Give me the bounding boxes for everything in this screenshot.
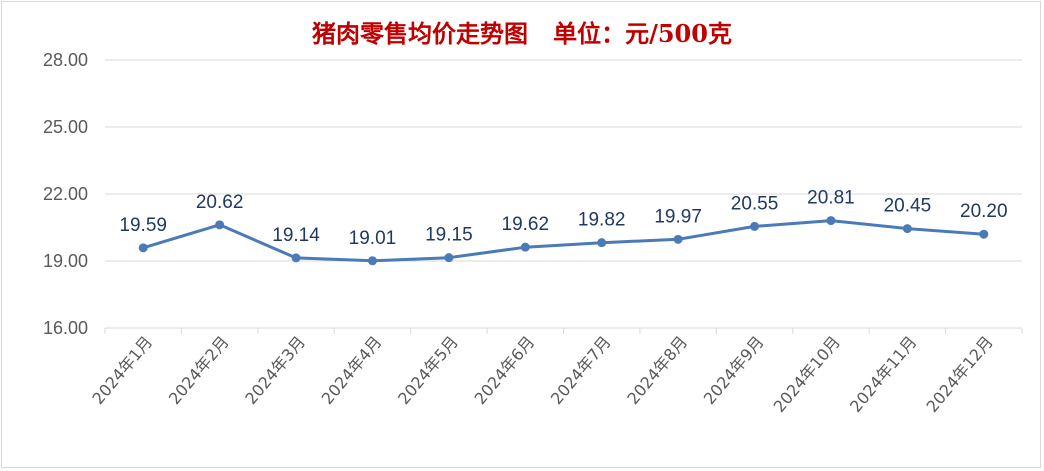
data-label: 19.01 xyxy=(349,228,397,249)
x-tick-label: 2024年7月 xyxy=(547,332,615,408)
data-point xyxy=(291,253,301,263)
data-point xyxy=(367,256,377,266)
data-label: 20.62 xyxy=(196,192,244,213)
data-label: 19.82 xyxy=(578,210,626,231)
data-point xyxy=(138,243,148,253)
series-line xyxy=(142,219,984,263)
x-tick-label: 2024年1月 xyxy=(88,332,156,408)
data-point xyxy=(597,238,607,248)
x-tick-label: 2024年6月 xyxy=(471,332,539,408)
data-label: 20.55 xyxy=(731,193,779,214)
data-label: 19.62 xyxy=(502,214,550,235)
x-tick-label: 2024年8月 xyxy=(623,332,691,408)
data-point xyxy=(826,216,836,226)
data-point xyxy=(520,242,530,252)
data-label: 19.97 xyxy=(654,206,702,227)
data-label: 20.20 xyxy=(960,201,1008,222)
y-tick-label: 19.00 xyxy=(43,251,88,271)
data-point xyxy=(750,221,760,231)
x-tick-label: 2024年2月 xyxy=(165,332,233,408)
x-tick-label: 2024年3月 xyxy=(241,332,309,408)
data-point xyxy=(673,234,683,244)
x-tick-label: 2024年5月 xyxy=(394,332,462,408)
data-point xyxy=(979,229,989,239)
x-tick-label: 2024年12月 xyxy=(922,332,996,416)
y-tick-label: 22.00 xyxy=(43,184,88,204)
x-tick-label: 2024年10月 xyxy=(770,332,844,416)
x-tick-label: 2024年9月 xyxy=(700,332,768,408)
y-tick-label: 25.00 xyxy=(43,117,88,137)
data-point xyxy=(444,253,454,263)
y-tick-label: 16.00 xyxy=(43,318,88,338)
data-point xyxy=(902,224,912,234)
data-label: 19.59 xyxy=(119,215,167,236)
data-point xyxy=(215,220,225,230)
chart-title: 猪肉零售均价走势图 单位：元/500克 xyxy=(312,19,732,48)
data-label: 19.14 xyxy=(272,225,320,246)
x-tick-label: 2024年4月 xyxy=(318,332,386,408)
data-label: 19.15 xyxy=(425,225,473,246)
x-tick-label: 2024年11月 xyxy=(846,332,920,416)
y-tick-label: 28.00 xyxy=(43,50,88,70)
data-label: 20.45 xyxy=(884,196,932,217)
data-label: 20.81 xyxy=(807,188,855,209)
